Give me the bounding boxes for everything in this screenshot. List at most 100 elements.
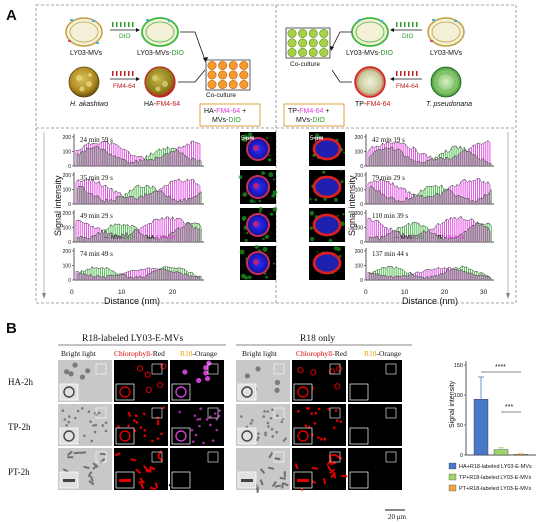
cell-dot [257, 432, 260, 436]
cell-dot [215, 417, 219, 421]
cell-dot [160, 363, 167, 370]
cell-dot [87, 410, 91, 414]
cell-dot [394, 429, 398, 432]
inset-cell [63, 430, 75, 442]
cell-dot [143, 428, 147, 432]
ha-cell-membrane [246, 251, 270, 275]
plate-well [207, 70, 217, 80]
inset-zoom [293, 383, 313, 401]
fm-profile-line [367, 215, 491, 238]
y-tick-label: 0 [68, 202, 71, 208]
fm-arrow-right-label: FM4-64 [396, 83, 419, 90]
y-tick-label: 100 [63, 149, 72, 155]
dio-speckle [262, 246, 268, 252]
inset-marker [329, 451, 341, 463]
y-tick-label: 200 [355, 211, 364, 217]
cell-dot [204, 375, 211, 382]
pt-cell [201, 478, 208, 485]
ha-after-label: HA- [144, 101, 157, 108]
pt-cell [130, 458, 137, 462]
inset-marker [329, 363, 341, 375]
cell-dot [240, 415, 243, 418]
inset-cell [63, 479, 75, 482]
inset-zoom [349, 427, 369, 445]
cell-dot [339, 420, 343, 423]
pt-cell [282, 482, 289, 487]
fm-arrow [110, 71, 140, 81]
pt-cell [83, 465, 90, 470]
cell-dot [193, 414, 197, 417]
cell-dot [202, 441, 205, 445]
cell-dot [178, 410, 181, 414]
inset-zoom [115, 427, 135, 445]
dio-speckle [253, 200, 256, 203]
inset-marker [385, 407, 397, 419]
svg-text:MVs-DIO: MVs-DIO [212, 117, 241, 124]
inset-cell [353, 430, 365, 442]
inset-cell [297, 430, 309, 442]
scale-bar-b-label: 20 μm [388, 513, 407, 521]
ha-after-dye: FM4-64 [156, 101, 180, 108]
pt-cell [328, 454, 332, 462]
cell-dot [368, 364, 374, 370]
cell-dot [134, 414, 138, 418]
y-tick-label: 200 [63, 135, 72, 141]
plate-well [207, 60, 217, 70]
y-tick-label: 0 [68, 164, 71, 170]
group1-title: R18-labeled LY03-E-MVs [82, 334, 183, 344]
panel-b-label: B [6, 320, 17, 337]
pt-cell [380, 456, 387, 462]
pt-cell [192, 470, 196, 477]
inset-cell [297, 386, 309, 398]
tp-legend-plus: + [323, 108, 329, 115]
pt-cell [329, 468, 336, 474]
dio-speckle [309, 198, 312, 201]
cell-dot [376, 440, 380, 443]
inset-cell [241, 479, 253, 482]
inset-cell [119, 430, 131, 442]
dio-speckle [244, 238, 248, 242]
y-tick-label: 100 [355, 187, 364, 193]
dio-speckle [264, 272, 267, 275]
inset-cell [175, 430, 187, 442]
dio-speckle [244, 275, 249, 280]
cell-dot [374, 440, 377, 444]
cell-dot [213, 412, 217, 415]
ha-legend-prefix: HA- [204, 108, 217, 115]
y-tick-label: 200 [63, 173, 72, 179]
cell-dot [104, 421, 108, 425]
cell-dot [364, 423, 368, 426]
cell-dot [269, 416, 273, 420]
pt-cell [274, 484, 281, 488]
pt-cell [326, 459, 332, 466]
cell-dot [251, 419, 254, 422]
sig-marker-2: *** [505, 404, 513, 411]
dio-speckle [261, 171, 266, 176]
legend-fm-prefix: HA- [147, 235, 157, 241]
tp-cell-body [314, 215, 340, 235]
cell-dot [97, 411, 101, 415]
pt-cell [311, 466, 319, 470]
ha-fm-spot [253, 259, 259, 265]
svg-text:MVs-DIO: MVs-DIO [296, 117, 325, 124]
cell-dot [352, 419, 355, 423]
pt-cell [330, 461, 337, 466]
cell-dot [61, 409, 65, 413]
cell-dot [255, 366, 261, 372]
cell-dot [67, 420, 70, 424]
svg-text:HA-FM4-64: HA-FM4-64 [144, 101, 180, 108]
pt-cell [135, 468, 142, 474]
plate-well [298, 47, 308, 57]
left-scheme: LY03-MVs DIO LY03-MVs-DIO H. akashiwo [65, 17, 261, 127]
pt-cell [215, 478, 219, 486]
legend-fm-dye: FM4-64 [156, 235, 175, 241]
cell-dot [136, 365, 144, 372]
row-label-ha: HA-2h [8, 377, 33, 387]
dio-speckle [272, 206, 278, 212]
tp-cell-body [314, 177, 340, 197]
pt-cell [268, 452, 274, 459]
dio-profile-line [77, 146, 202, 164]
pt-cell [367, 456, 373, 463]
y-tick-label: 100 [355, 149, 364, 155]
plate-well [218, 80, 228, 90]
